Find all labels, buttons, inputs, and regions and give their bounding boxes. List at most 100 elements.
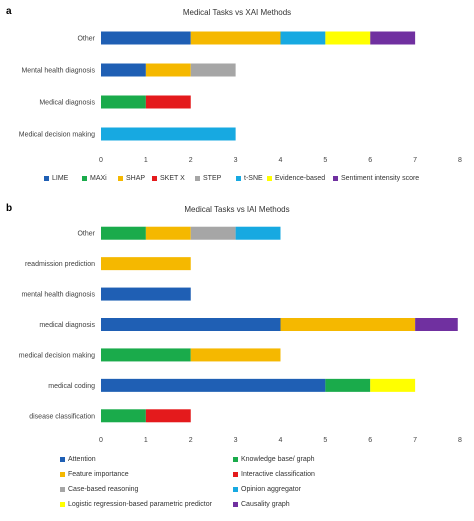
bar-segment <box>190 348 281 362</box>
bar-segment <box>190 31 281 45</box>
bar-segment <box>325 31 371 45</box>
legend-swatch <box>267 176 272 181</box>
legend-label: Attention <box>68 456 96 463</box>
bar-segment <box>370 31 416 45</box>
bar-segment <box>145 95 191 109</box>
legend-label: Sentiment intensity score <box>341 175 420 182</box>
legend-swatch <box>333 176 338 181</box>
x-tick-label: 3 <box>234 157 238 164</box>
legend-swatch <box>195 176 200 181</box>
bar-segment <box>325 378 371 392</box>
bar-segment <box>415 318 458 331</box>
category-label: disease classification <box>29 413 95 420</box>
bar-segment <box>101 95 146 109</box>
x-tick-label: 7 <box>413 437 417 444</box>
legend-item: LIME <box>44 175 68 182</box>
category-label: Other <box>77 231 95 238</box>
bar-segment <box>101 409 146 423</box>
chart-a: Other Mental health diagnosis Medical diag… <box>19 31 462 164</box>
legend-swatch <box>60 487 65 492</box>
x-tick-label: 2 <box>189 157 193 164</box>
category-label: Medical diagnosis <box>39 100 95 107</box>
legend-a: LIME MAXi SHAP SKET X STEP t-SNE Evidence-base… <box>0 175 474 187</box>
bar-segment <box>145 409 191 423</box>
x-tick-label: 0 <box>99 437 103 444</box>
legend-label: MAXi <box>90 175 107 182</box>
bar-segment <box>145 226 191 240</box>
legend-label: Causality graph <box>241 501 290 508</box>
legend-label: Knowledge base/ graph <box>241 456 315 463</box>
chart-b: Other readmission prediction mental health… <box>19 226 462 444</box>
chart-b-title: Medical Tasks vs IAI Methods <box>184 205 290 214</box>
legend-b: Attention Knowledge base/ graph Feature im… <box>0 456 474 518</box>
bar-segment <box>145 63 191 77</box>
legend-swatch <box>118 176 123 181</box>
legend-swatch <box>236 176 241 181</box>
legend-item: Case-based reasoning <box>60 486 138 493</box>
x-tick-label: 4 <box>279 437 283 444</box>
legend-label: Evidence-based <box>275 175 326 182</box>
legend-item: Logistic regression-based parametric pre… <box>60 501 212 508</box>
bar-segment <box>101 348 191 362</box>
bar-segment <box>101 287 191 301</box>
legend-swatch <box>152 176 157 181</box>
legend-item: Attention <box>60 456 96 463</box>
x-tick-label: 1 <box>144 157 148 164</box>
legend-item: MAXi <box>82 175 107 182</box>
category-label: Medical decision making <box>19 132 95 139</box>
legend-label: t-SNE <box>244 175 263 182</box>
bar-segment <box>101 31 191 45</box>
x-tick-label: 5 <box>323 157 327 164</box>
category-label: medical coding <box>48 383 95 390</box>
x-tick-label: 1 <box>144 437 148 444</box>
x-tick-label: 8 <box>458 437 462 444</box>
legend-label: LIME <box>52 175 69 182</box>
legend-swatch <box>233 502 238 507</box>
legend-swatch <box>82 176 87 181</box>
category-label: Mental health diagnosis <box>21 68 95 75</box>
legend-label: SHAP <box>126 175 146 182</box>
legend-label: Case-based reasoning <box>68 486 139 493</box>
legend-item: Evidence-based <box>267 175 325 182</box>
legend-label: Interactive classification <box>241 471 315 478</box>
legend-item: SHAP <box>118 175 145 182</box>
category-label: readmission prediction <box>25 261 95 268</box>
legend-label: Opinion aggregator <box>241 486 301 493</box>
bar-segment <box>101 127 236 141</box>
legend-swatch <box>233 472 238 477</box>
bar-segment <box>101 226 146 240</box>
legend-item: Opinion aggregator <box>233 486 301 493</box>
x-tick-label: 0 <box>99 157 103 164</box>
bar-segment <box>101 318 281 331</box>
legend-label: Logistic regression-based parametric pre… <box>68 501 212 508</box>
x-tick-label: 2 <box>189 437 193 444</box>
legend-item: t-SNE <box>236 175 263 182</box>
legend-item: Feature importance <box>60 471 129 478</box>
legend-swatch <box>233 457 238 462</box>
bar-segment <box>101 378 326 392</box>
bar-segment <box>101 257 191 271</box>
legend-label: STEP <box>203 175 222 182</box>
x-tick-label: 3 <box>234 437 238 444</box>
legend-item: Sentiment intensity score <box>333 175 419 182</box>
x-tick-label: 6 <box>368 437 372 444</box>
panel-b-label: b <box>6 203 13 214</box>
legend-label: Feature importance <box>68 471 129 478</box>
x-tick-label: 8 <box>458 157 462 164</box>
x-tick-label: 4 <box>279 157 283 164</box>
panel-a-label: a <box>6 6 12 17</box>
bar-segment <box>370 378 416 392</box>
bar-segment <box>101 63 146 77</box>
legend-swatch <box>60 457 65 462</box>
legend-item: Causality graph <box>233 501 290 508</box>
chart-a-title: Medical Tasks vs XAI Methods <box>182 8 292 17</box>
x-tick-label: 5 <box>323 437 327 444</box>
bar-segment <box>190 63 236 77</box>
legend-item: STEP <box>195 175 221 182</box>
legend-swatch <box>44 176 49 181</box>
x-tick-label: 7 <box>413 157 417 164</box>
bar-segment <box>190 226 236 240</box>
legend-swatch <box>233 487 238 492</box>
legend-item: Knowledge base/ graph <box>233 456 315 463</box>
category-label: Other <box>77 36 95 43</box>
